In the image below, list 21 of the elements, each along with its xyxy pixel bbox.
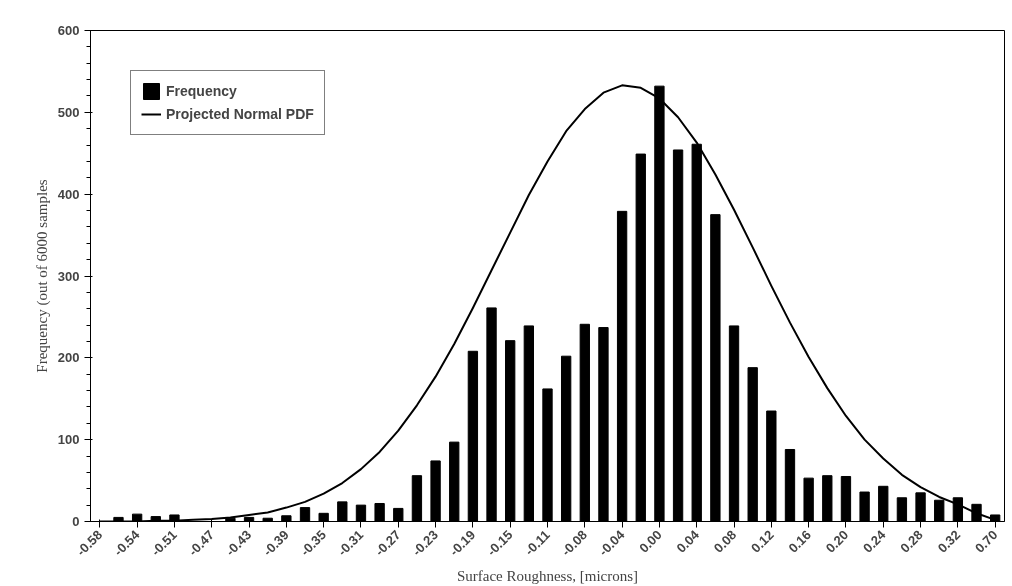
y-tick-label: 0 xyxy=(72,514,80,529)
y-tick-label: 600 xyxy=(57,23,80,38)
x-tick-label: 0.00 xyxy=(636,527,665,556)
y-tick-label: 300 xyxy=(57,268,80,284)
x-tick-label: 0.08 xyxy=(710,527,740,556)
x-axis-title: Surface Roughness, [microns] xyxy=(456,567,639,584)
x-tick-label: 0.12 xyxy=(748,527,777,556)
x-tick-label: 0.04 xyxy=(673,526,703,556)
y-tick-label: 100 xyxy=(57,432,80,448)
x-tick-label: 0.24 xyxy=(860,526,890,556)
legend-label: Projected Normal PDF xyxy=(166,106,314,122)
y-tick-label: 500 xyxy=(57,104,80,120)
y-axis-title: Frequency (out of 6000 samples xyxy=(33,179,51,373)
x-tick-label: 0.70 xyxy=(971,527,1001,556)
x-tick-label: 0.32 xyxy=(934,527,964,556)
x-tick-label: 0.28 xyxy=(897,527,926,556)
y-tick-label: 400 xyxy=(57,186,80,202)
x-tick-label: 0.16 xyxy=(785,527,814,556)
x-tick-label: 0.20 xyxy=(822,527,852,556)
y-tick-label: 200 xyxy=(57,350,80,366)
legend-label: Frequency xyxy=(166,83,237,99)
